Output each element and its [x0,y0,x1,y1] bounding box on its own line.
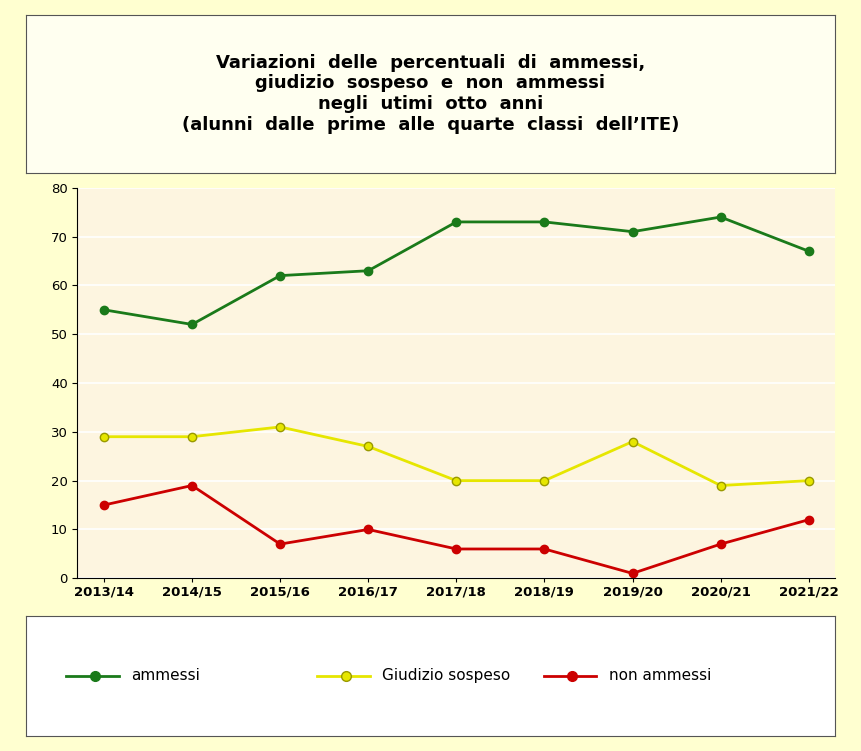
Text: non ammessi: non ammessi [609,668,711,683]
Text: Giudizio sospeso: Giudizio sospeso [382,668,511,683]
Text: Variazioni  delle  percentuali  di  ammessi,
giudizio  sospeso  e  non  ammessi
: Variazioni delle percentuali di ammessi,… [182,53,679,134]
Text: ammessi: ammessi [131,668,200,683]
